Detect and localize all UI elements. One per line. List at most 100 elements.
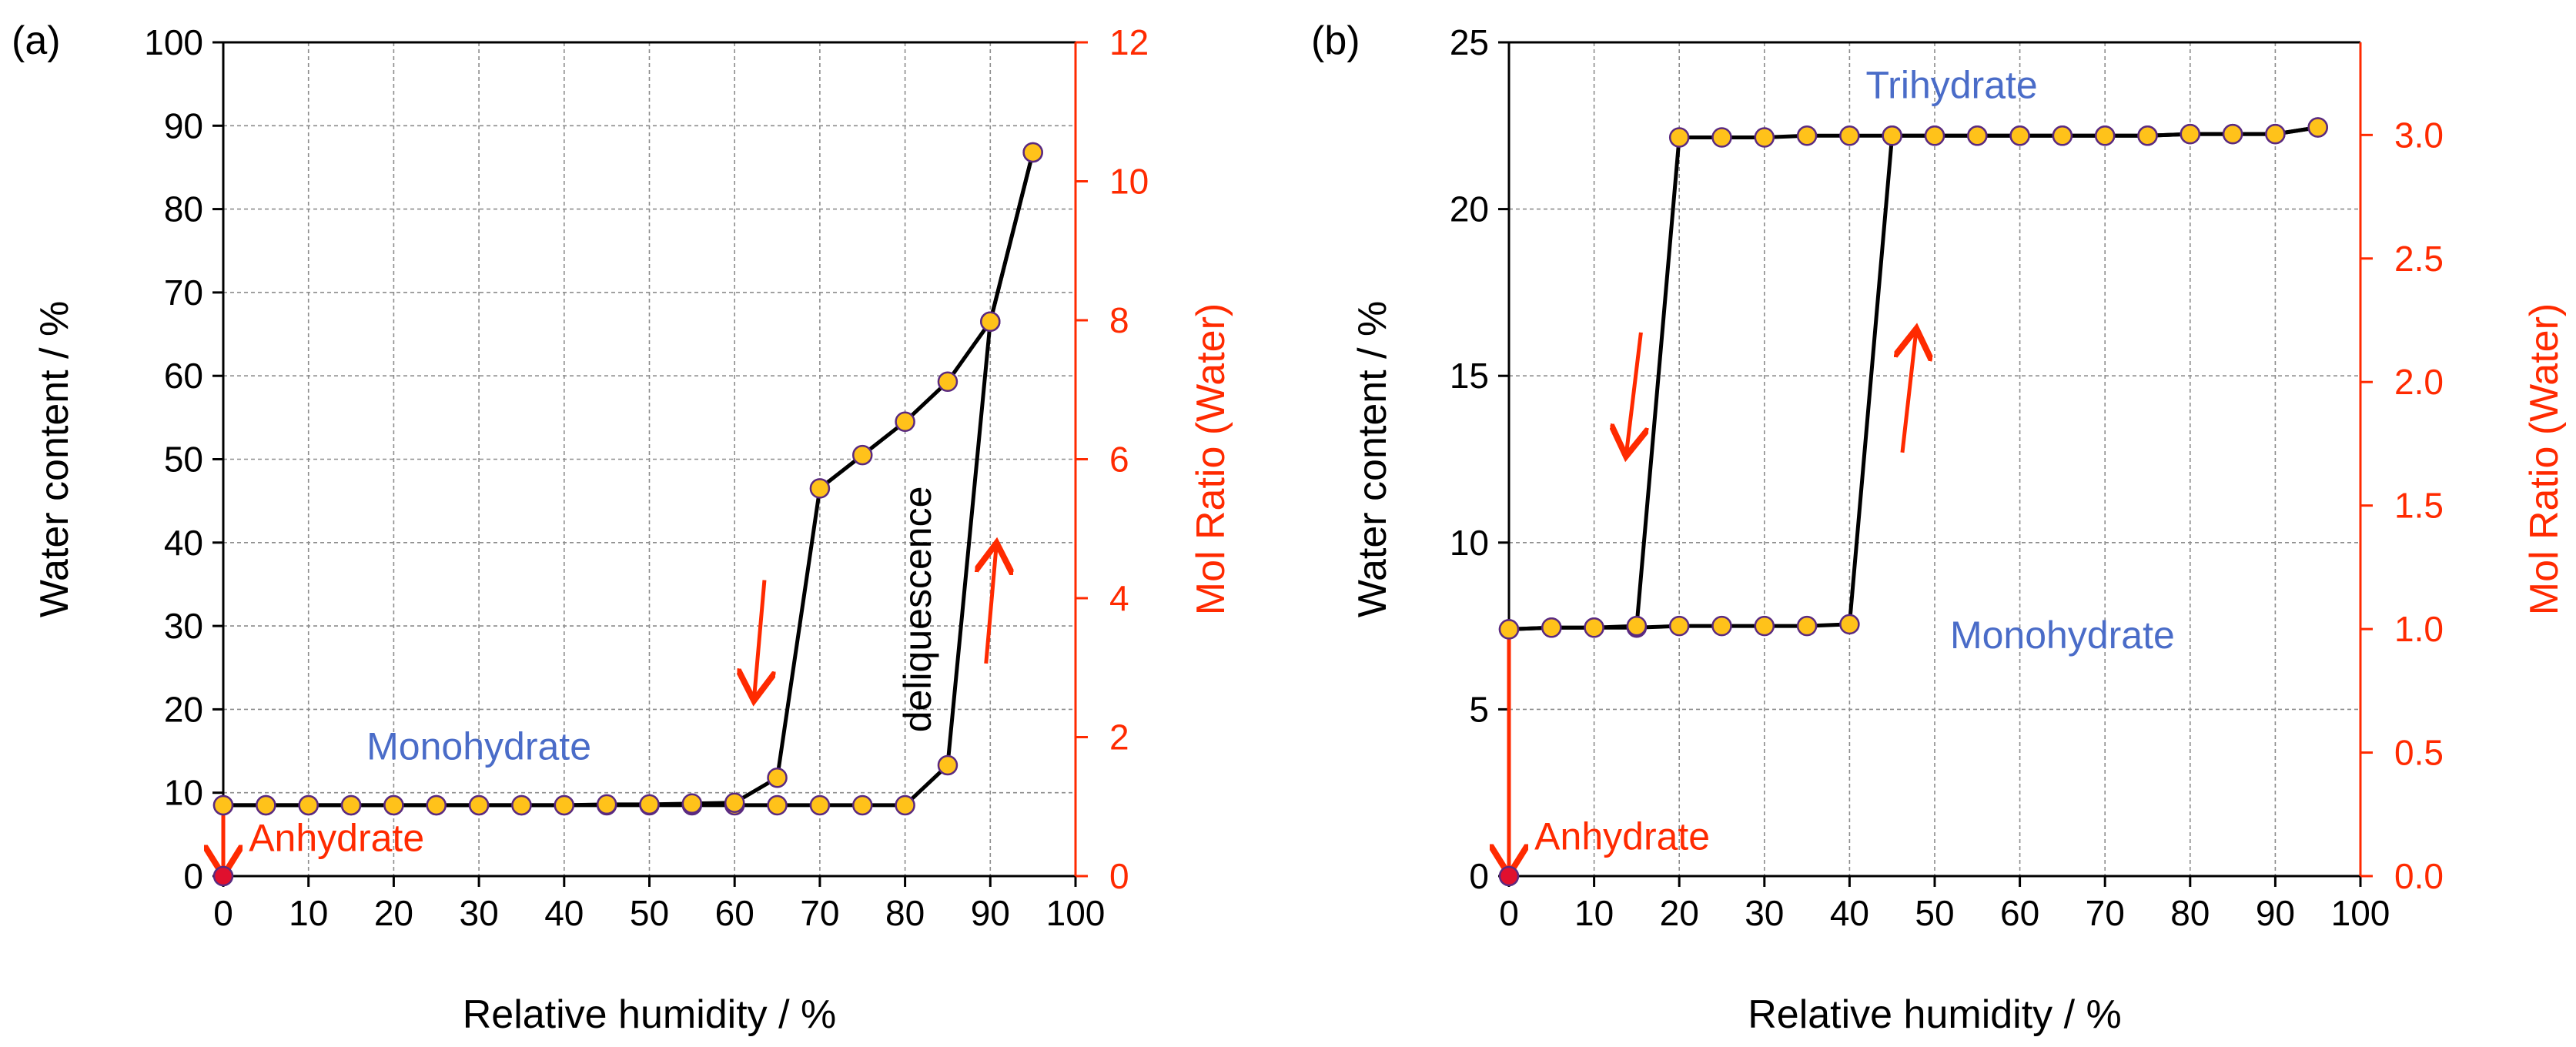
data-point [2307,117,2328,138]
x-tick-label: 100 [1046,893,1106,933]
data-point [2180,123,2201,145]
anhydrate-point [1498,865,1520,887]
y-tick-label: 0 [183,856,203,896]
x-tick-label: 50 [1915,893,1954,933]
data-point [809,794,831,816]
series-line-sorption [1508,125,2319,631]
panel-b: 0 10 20 30 40 50 60 70 80 90 100 0 5 10 15 20 25 0.0 0.5 1.… [1311,18,2567,1037]
y-tick-label: 25 [1450,22,1489,62]
data-point [1882,125,1902,146]
y-tick-label: 80 [164,189,203,229]
y2-tick-label: 3.0 [2394,115,2444,155]
y-tick-label: 0 [1469,856,1489,896]
data-point [767,767,788,788]
y2-tick-label: 2 [1109,718,1129,758]
annotation-monohydrate: Monohydrate [1950,614,2175,657]
x-tick-label: 60 [2000,893,2039,933]
annotation-trihydrate: Trihydrate [1866,63,2038,106]
data-point [554,794,575,816]
data-point [1022,142,1043,163]
x-tick-label: 20 [374,893,413,933]
data-point [2094,125,2116,146]
x-tick-label: 70 [800,893,839,933]
data-point [1711,127,1732,148]
data-point [383,794,404,816]
panel-label: (a) [12,18,61,63]
y-tick-label: 10 [1450,523,1489,563]
y-tick-label: 70 [164,273,203,313]
y2-tick-label: 8 [1109,300,1129,340]
data-point [1584,617,1604,638]
data-point [2222,123,2243,145]
data-point [937,754,958,776]
x-tick-label: 10 [1574,893,1614,933]
y-axis-label: Water content / % [1350,301,1395,617]
data-point [639,794,660,815]
y2-tick-label: 10 [1109,162,1149,202]
x-axis-label: Relative humidity / % [1748,992,2122,1037]
data-point [1839,614,1860,635]
y2-tick-label: 1.5 [2394,486,2444,526]
x-tick-label: 80 [2170,893,2210,933]
x-tick-label: 30 [460,893,499,933]
x-tick-label: 80 [885,893,925,933]
x-tick-label: 90 [971,893,1010,933]
data-point [724,792,745,813]
y-tick-label: 10 [164,773,203,813]
data-point [2052,125,2073,146]
data-point [681,793,703,815]
arrow-up-icon [1902,333,1916,453]
x-tick-label: 60 [715,893,754,933]
y-tick-label: 100 [144,22,203,62]
y-tick-label: 20 [164,689,203,729]
annotation-anhydrate: Anhydrate [249,817,424,860]
y-tick-label: 30 [164,606,203,646]
data-point [1498,619,1520,640]
y-tick-label: 50 [164,440,203,480]
y2-axis-label: Mol Ratio (Water) [1189,303,1233,615]
data-point [1754,127,1775,148]
annotation-anhydrate: Anhydrate [1534,815,1710,858]
y2-axis-label: Mol Ratio (Water) [2522,303,2567,615]
data-point [256,794,276,816]
data-point [340,794,362,816]
y-tick-label: 90 [164,105,203,146]
x-tick-label: 40 [1830,893,1869,933]
data-point [852,444,873,466]
x-tick-label: 40 [544,893,584,933]
y-tick-label: 15 [1450,356,1489,396]
data-point [1541,617,1562,638]
data-point [2009,125,2030,146]
data-point [767,794,788,816]
series-line-desorption [1508,125,2319,631]
y-tick-label: 20 [1450,189,1489,229]
arrow-down-icon [1627,332,1641,453]
data-point [2265,123,2286,145]
data-point [1754,615,1775,637]
y2-tick-label: 6 [1109,440,1129,480]
data-point [895,411,915,433]
y-tick-label: 40 [164,523,203,563]
data-point [426,794,447,816]
annotation-deliquescence: deliquescence [896,487,939,733]
y2-tick-label: 0.5 [2394,733,2444,773]
x-tick-label: 70 [2086,893,2125,933]
y2-tick-label: 2.0 [2394,362,2444,402]
y2-tick-label: 2.5 [2394,239,2444,279]
x-tick-label: 100 [2331,893,2390,933]
y2-tick-label: 0.0 [2394,856,2444,896]
panel-a: 0 10 20 30 40 50 60 70 80 90 100010203040506070809… [12,18,1233,1037]
x-tick-label: 90 [2256,893,2295,933]
data-point [980,311,1001,333]
y2-tick-label: 12 [1109,22,1149,62]
data-point [1668,127,1690,148]
y-axis-label: Water content / % [32,301,77,617]
panel-label: (b) [1311,18,1360,63]
data-point [1967,125,1988,146]
y-tick-label: 60 [164,356,203,396]
data-point [1711,615,1732,637]
data-point [468,794,490,816]
data-point [596,794,617,815]
annotation-monohydrate: Monohydrate [366,724,591,768]
